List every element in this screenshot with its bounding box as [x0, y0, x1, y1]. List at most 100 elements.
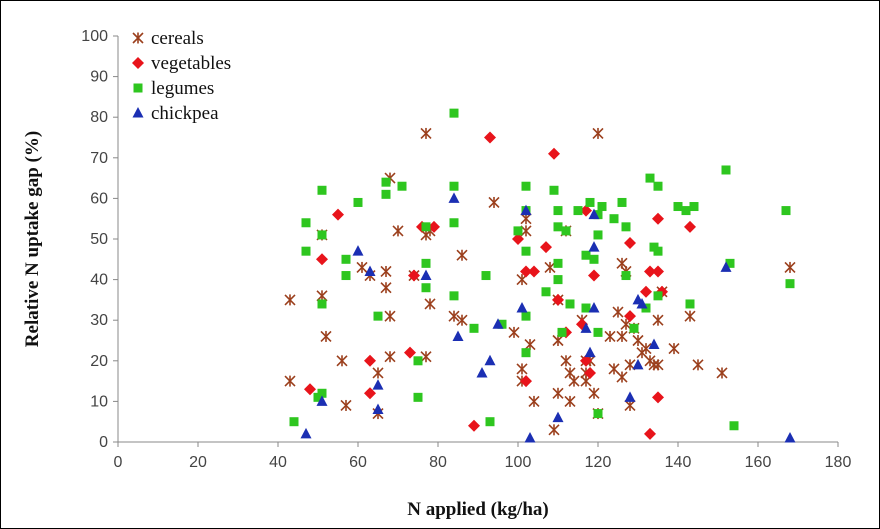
legumes-point [541, 287, 551, 297]
cereals-point [336, 354, 348, 368]
cereals-point [684, 309, 696, 323]
axes: 0 10 20 30 40 50 60 70 80 90 100 0 20 40 60 80 100 120 140… [81, 28, 851, 471]
y-tick-label: 50 [90, 231, 108, 248]
y-tick-label: 80 [90, 109, 108, 126]
legumes-point [449, 218, 459, 228]
legumes-point [381, 189, 391, 199]
chickpea-point [476, 366, 488, 378]
legend-marker-vegetables [132, 57, 144, 69]
y-tick-label: 20 [90, 353, 108, 370]
legumes-point [629, 323, 639, 333]
chickpea-point [484, 354, 496, 366]
vegetables-point [408, 269, 420, 282]
x-tick-label: 60 [349, 454, 367, 471]
vegetables-point [644, 265, 656, 278]
x-tick-label: 0 [114, 454, 123, 471]
legumes-point [317, 299, 327, 309]
cereals-point [508, 326, 520, 339]
chickpea-point [300, 427, 312, 439]
cereals-point [568, 374, 580, 388]
cereals-point [560, 354, 572, 368]
cereals-point [616, 370, 628, 384]
cereals-point [380, 281, 392, 295]
cereals-point [548, 423, 560, 437]
vegetables-point [580, 354, 592, 367]
y-tick-label: 40 [90, 272, 108, 289]
legend-item-chickpea: chickpea [132, 103, 219, 124]
cereals-point [384, 309, 396, 323]
chickpea-point [316, 395, 328, 406]
cereals-point [516, 362, 528, 376]
vegetables-point [364, 354, 376, 367]
cereals-point [340, 399, 352, 412]
legumes-point [681, 206, 691, 216]
cereals-point [564, 395, 576, 408]
x-tick-label: 20 [189, 454, 207, 471]
legumes-point [725, 258, 735, 268]
legumes-point [593, 210, 603, 220]
legumes-point [317, 388, 327, 398]
vegetables-point [520, 375, 532, 388]
vegetables-point [540, 241, 552, 254]
chickpea-point [588, 241, 600, 252]
chickpea-point [524, 431, 536, 443]
chickpea-point [516, 302, 528, 313]
legend-marker-chickpea [132, 107, 144, 118]
vegetables-point [304, 383, 316, 396]
x-tick-label: 100 [505, 454, 532, 471]
vegetables-point [624, 237, 636, 250]
cereals-point [588, 386, 600, 400]
legumes-point [565, 299, 575, 309]
y-tick-label: 60 [90, 190, 108, 207]
vegetables-point [580, 204, 592, 217]
legumes-point [621, 271, 631, 281]
legend-label-legumes: legumes [151, 78, 214, 99]
y-tick-label: 0 [99, 434, 108, 451]
legumes-point [781, 206, 791, 216]
chickpea-point [420, 269, 432, 281]
vegetables-point [588, 269, 600, 282]
legumes-point [341, 254, 351, 264]
legumes-point [513, 226, 523, 236]
legumes-point [521, 311, 531, 321]
chickpea-point [492, 318, 504, 329]
legumes-point [561, 226, 571, 236]
vegetables-point [548, 147, 560, 160]
y-axis-label: Relative N uptake gap (%) [22, 131, 43, 347]
cereals-point [384, 350, 396, 364]
legumes-point [729, 421, 739, 431]
legumes-point [353, 197, 363, 207]
vegetables-point [644, 427, 656, 440]
legumes-point [301, 246, 311, 256]
legumes-point [413, 356, 423, 366]
vegetables-point [404, 346, 416, 359]
y-tick-label: 90 [90, 69, 108, 86]
vegetables-point [364, 387, 376, 400]
cereals-point [528, 395, 540, 408]
x-tick-label: 140 [665, 454, 692, 471]
vegetables-point [520, 265, 532, 278]
vegetables-point [316, 253, 328, 266]
cereals-point [552, 386, 564, 400]
cereals-point [488, 196, 500, 209]
vegetables-point [684, 220, 696, 233]
chickpea-point [552, 411, 564, 423]
chickpea-point [632, 358, 644, 370]
legumes-point [673, 202, 683, 212]
cereals-point [604, 330, 616, 343]
legumes-point [381, 177, 391, 187]
y-tick-label: 70 [90, 150, 108, 167]
vegetables-point [640, 285, 652, 298]
cereals-point [380, 265, 392, 278]
vegetables-point [332, 208, 344, 221]
x-axis-label: N applied (kg/ha) [407, 499, 548, 520]
legumes-point [341, 271, 351, 281]
legumes-point [421, 222, 431, 232]
legumes-point [289, 417, 299, 427]
cereals-point [284, 293, 296, 307]
y-tick-label: 30 [90, 312, 108, 329]
legumes-point [421, 283, 431, 293]
cereals-point [592, 127, 604, 140]
x-tick-label: 180 [825, 454, 852, 471]
